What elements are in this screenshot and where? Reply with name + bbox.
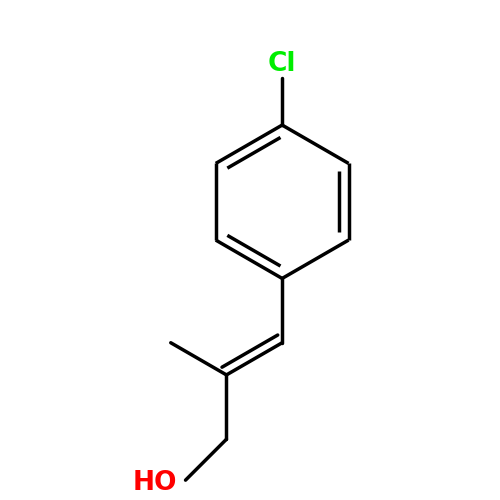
Text: HO: HO — [132, 470, 176, 496]
Text: Cl: Cl — [268, 50, 296, 76]
